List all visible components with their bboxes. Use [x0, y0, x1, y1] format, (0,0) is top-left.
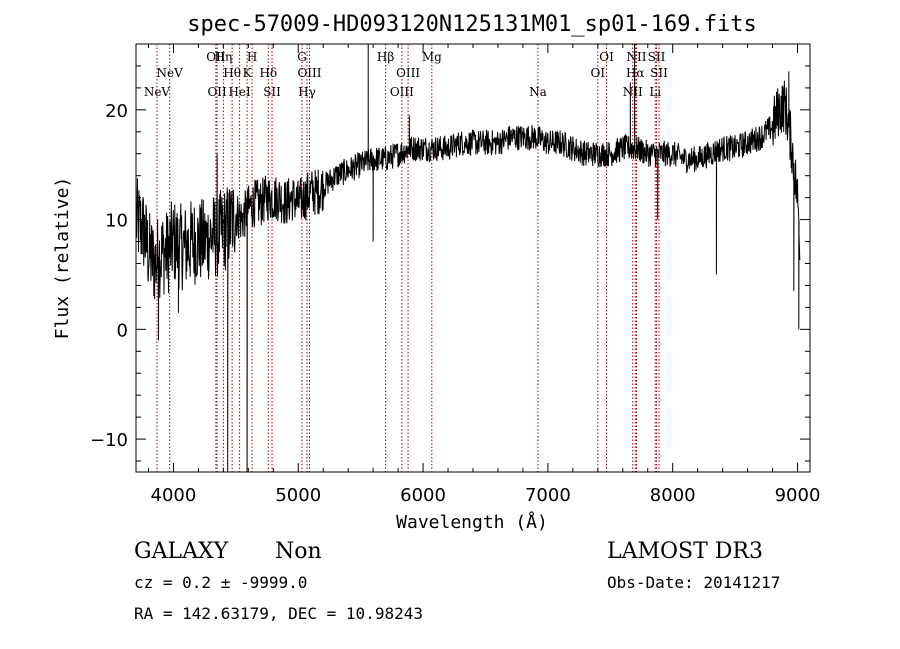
- line-label-8: H: [247, 50, 257, 64]
- line-label-0: NeV: [144, 85, 171, 99]
- spectrum-series-line: [135, 43, 801, 473]
- x-tick-label-1: 5000: [275, 485, 321, 506]
- line-label-15: OIII: [390, 85, 414, 99]
- line-label-25: SII: [650, 66, 668, 80]
- line-label-19: OI: [591, 66, 606, 80]
- line-label-5: Hθ: [223, 66, 241, 80]
- x-tick-label-3: 7000: [525, 485, 571, 506]
- x-axis-label: Wavelength (Å): [396, 511, 548, 533]
- line-label-17: Mg: [422, 50, 442, 64]
- y-tick-label-3: 20: [105, 101, 128, 122]
- line-label-16: OIII: [396, 66, 420, 80]
- class-label: GALAXY: [134, 539, 229, 564]
- line-label-24: SII: [648, 50, 666, 64]
- chart-title: spec-57009-HD093120N125131M01_sp01-169.f…: [187, 12, 757, 37]
- line-label-21: Hα: [626, 66, 645, 80]
- emission-line-labels: NeVNeVOIIOIIHηHθHeIKHHδSIIGOIIIHγHβOIIIO…: [144, 50, 668, 99]
- y-tick-label-2: 10: [105, 211, 128, 232]
- emission-line-markers: [156, 44, 660, 472]
- y-axis-label: Flux (relative): [52, 177, 73, 340]
- x-axis-ticks: 4000 5000 6000 7000 8000 9000: [147, 44, 821, 506]
- line-label-11: G: [297, 50, 307, 64]
- line-label-3: OII: [207, 85, 227, 99]
- line-label-2: OII: [206, 50, 226, 64]
- y-tick-label-1: 0: [117, 320, 128, 341]
- survey-label: LAMOST DR3: [607, 539, 763, 564]
- x-tick-label-5: 9000: [775, 485, 821, 506]
- x-tick-label-0: 4000: [151, 485, 197, 506]
- line-label-6: HeI: [228, 85, 251, 99]
- line-label-26: Li: [649, 85, 661, 99]
- y-tick-label-0: −10: [90, 430, 128, 451]
- line-label-23: NII: [627, 50, 647, 64]
- x-tick-label-2: 6000: [400, 485, 446, 506]
- radec-readout: RA = 142.63179, DEC = 10.98243: [134, 604, 423, 623]
- line-label-13: Hγ: [298, 85, 316, 99]
- obsdate-readout: Obs-Date: 20141217: [607, 573, 780, 592]
- plot-frame: [135, 43, 811, 473]
- line-label-12: OIII: [297, 66, 321, 80]
- line-label-18: Na: [529, 85, 547, 99]
- x-tick-label-4: 8000: [650, 485, 696, 506]
- line-label-7: K: [243, 66, 253, 80]
- line-label-20: OI: [599, 50, 614, 64]
- line-label-10: SII: [263, 85, 281, 99]
- line-label-22: NII: [623, 85, 643, 99]
- line-label-14: Hβ: [377, 50, 394, 64]
- y-axis-ticks: −10 0 10 20: [90, 43, 810, 462]
- line-label-4: Hη: [215, 50, 233, 64]
- line-label-1: NeV: [157, 66, 184, 80]
- cz-readout: cz = 0.2 ± -9999.0: [134, 573, 307, 592]
- line-label-9: Hδ: [259, 66, 277, 80]
- subclass-label: Non: [275, 539, 322, 564]
